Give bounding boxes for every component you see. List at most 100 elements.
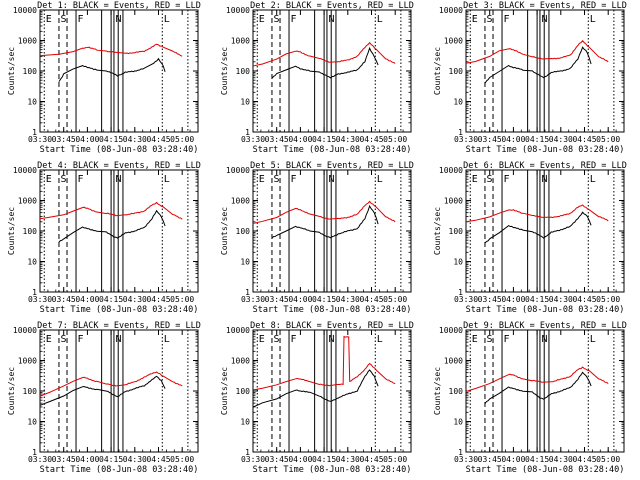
time-marker-label: F	[78, 334, 84, 345]
panel-det-7: Det 7: BLACK = Events, RED = LLD 1 10 100 10…	[7, 321, 201, 475]
y-tick-label: 10	[27, 418, 37, 427]
time-marker-label: E	[259, 334, 265, 345]
events-curve	[271, 46, 379, 79]
x-tick-label: 04:00	[288, 135, 312, 144]
events-curve	[484, 46, 592, 84]
events-curve	[484, 211, 592, 244]
y-tick-label: 1	[245, 448, 250, 457]
panel-title: Det 3: BLACK = Events, RED = LLD	[463, 1, 627, 11]
time-marker-label: L	[590, 14, 596, 25]
events-curve	[252, 369, 379, 408]
y-tick-label: 10	[453, 258, 463, 267]
x-axis-label: Start Time (08-Jun-08 03:28:40)	[466, 305, 625, 315]
x-tick-label: 04:45	[146, 295, 170, 304]
time-marker-label: F	[78, 14, 84, 25]
panel-title: Det 1: BLACK = Events, RED = LLD	[37, 1, 201, 11]
y-tick-label: 10000	[226, 326, 250, 335]
events-curve	[271, 204, 379, 239]
x-tick-label: 05:00	[170, 455, 194, 464]
y-tick-label: 1000	[18, 357, 37, 366]
time-marker-label: E	[472, 174, 478, 185]
time-marker-label: L	[164, 14, 170, 25]
panel-title: Det 5: BLACK = Events, RED = LLD	[250, 161, 414, 171]
x-tick-label: 05:00	[170, 295, 194, 304]
lld-curve	[465, 204, 609, 223]
plot-frame	[252, 169, 412, 293]
x-tick-label: 04:00	[75, 295, 99, 304]
x-tick-label: 04:45	[572, 295, 596, 304]
plot-frame	[252, 9, 412, 133]
y-tick-label: 10	[453, 418, 463, 427]
x-tick-label: 04:45	[146, 455, 170, 464]
x-tick-label: 03:45	[265, 455, 289, 464]
y-tick-label: 100	[449, 227, 464, 236]
x-tick-label: 04:15	[99, 455, 123, 464]
x-tick-label: 03:45	[265, 135, 289, 144]
x-tick-label: 03:30	[241, 455, 265, 464]
y-tick-label: 10000	[439, 166, 463, 175]
x-tick-label: 04:15	[312, 455, 336, 464]
y-tick-label: 1000	[18, 37, 37, 46]
x-tick-label: 04:00	[501, 135, 525, 144]
time-marker-label: L	[164, 334, 170, 345]
y-tick-label: 100	[23, 387, 38, 396]
panel-det-6: Det 6: BLACK = Events, RED = LLD 1 10 100 10…	[433, 161, 627, 315]
y-tick-label: 1	[245, 128, 250, 137]
x-tick-label: 04:45	[359, 455, 383, 464]
y-tick-label: 10000	[13, 166, 37, 175]
time-marker-label: S	[486, 174, 492, 185]
y-tick-label: 1000	[444, 357, 463, 366]
time-marker-label: S	[60, 174, 66, 185]
time-marker-label: E	[472, 14, 478, 25]
time-marker-label: S	[60, 14, 66, 25]
x-tick-label: 04:30	[336, 295, 360, 304]
panel-title: Det 7: BLACK = Events, RED = LLD	[37, 321, 201, 331]
y-axis-label: Counts/sec	[220, 367, 229, 415]
y-axis-label: Counts/sec	[433, 47, 442, 95]
y-tick-label: 1	[458, 288, 463, 297]
x-tick-label: 03:45	[478, 455, 502, 464]
x-tick-label: 04:00	[501, 455, 525, 464]
y-tick-label: 1	[458, 448, 463, 457]
time-marker-label: L	[164, 174, 170, 185]
y-tick-label: 10	[453, 98, 463, 107]
time-marker-label: L	[590, 174, 596, 185]
y-tick-label: 1	[32, 288, 37, 297]
x-tick-label: 04:45	[359, 295, 383, 304]
x-tick-label: 05:00	[170, 135, 194, 144]
y-tick-label: 1000	[18, 197, 37, 206]
panel-det-5: Det 5: BLACK = Events, RED = LLD 1 10 100 10…	[220, 161, 414, 315]
lld-curve	[252, 41, 396, 67]
x-tick-label: 04:00	[501, 295, 525, 304]
time-marker-label: E	[259, 174, 265, 185]
x-tick-label: 04:30	[123, 295, 147, 304]
y-tick-label: 1000	[231, 37, 250, 46]
x-tick-label: 03:30	[454, 455, 478, 464]
y-axis-label: Counts/sec	[433, 367, 442, 415]
x-axis-label: Start Time (08-Jun-08 03:28:40)	[253, 305, 412, 315]
y-tick-label: 1000	[231, 197, 250, 206]
time-marker-label: L	[590, 334, 596, 345]
x-tick-label: 05:00	[596, 455, 620, 464]
panel-det-4: Det 4: BLACK = Events, RED = LLD 1 10 100 10…	[7, 161, 201, 315]
y-tick-label: 10	[240, 98, 250, 107]
y-axis-label: Counts/sec	[220, 207, 229, 255]
y-tick-label: 10	[240, 418, 250, 427]
x-axis-label: Start Time (08-Jun-08 03:28:40)	[40, 145, 199, 155]
y-axis-label: Counts/sec	[7, 47, 16, 95]
x-tick-label: 04:15	[312, 135, 336, 144]
x-tick-label: 04:00	[75, 455, 99, 464]
x-tick-label: 03:30	[241, 135, 265, 144]
y-tick-label: 10000	[13, 326, 37, 335]
x-tick-label: 03:30	[454, 295, 478, 304]
time-marker-label: E	[46, 174, 52, 185]
y-tick-label: 10000	[226, 6, 250, 15]
plot-frame	[252, 329, 412, 453]
events-curve	[484, 371, 592, 404]
x-tick-label: 04:45	[146, 135, 170, 144]
x-tick-label: 03:45	[52, 455, 76, 464]
plot-frame	[465, 169, 625, 293]
time-marker-label: F	[291, 14, 297, 25]
panel-title: Det 2: BLACK = Events, RED = LLD	[250, 1, 414, 11]
y-tick-label: 100	[236, 67, 251, 76]
